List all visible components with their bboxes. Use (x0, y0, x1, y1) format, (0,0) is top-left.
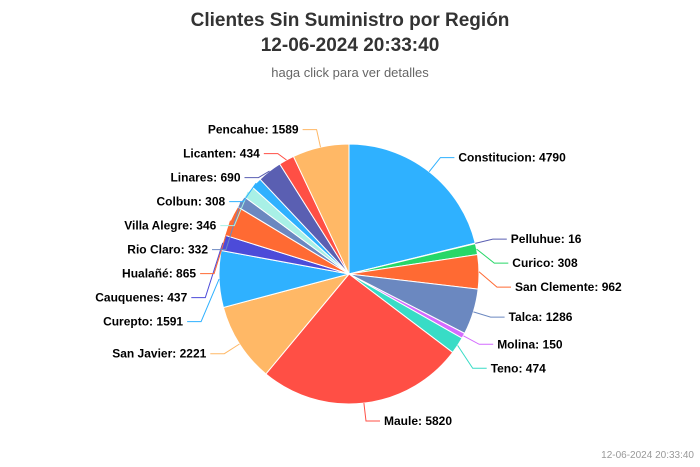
data-label-villa-alegre[interactable]: Villa Alegre: 346 (124, 219, 216, 233)
connector-line-linares (244, 170, 270, 179)
data-label-cauquenes[interactable]: Cauquenes: 437 (95, 291, 187, 305)
chart-subtitle: haga click para ver detalles (271, 65, 429, 80)
data-label-constitucion[interactable]: Constitucion: 4790 (458, 151, 566, 165)
data-label-san-javier[interactable]: San Javier: 2221 (112, 347, 206, 361)
data-label-pencahue[interactable]: Pencahue: 1589 (208, 123, 299, 137)
pie-slice-maule[interactable] (265, 273, 454, 405)
connector-line-colbun (229, 182, 257, 203)
connector-line-hualane (200, 220, 231, 275)
data-label-maule[interactable]: Maule: 5820 (384, 414, 452, 428)
connector-line-san-clemente (478, 271, 511, 288)
data-label-talca[interactable]: Talca: 1286 (509, 310, 573, 324)
connector-line-talca (473, 311, 505, 318)
data-label-pelluhue[interactable]: Pelluhue: 16 (511, 232, 582, 246)
connector-line-san-javier (210, 343, 240, 355)
pie-slice-constitucion[interactable] (348, 143, 476, 275)
data-label-linares[interactable]: Linares: 690 (170, 171, 240, 185)
footer-timestamp: 12-06-2024 20:33:40 (601, 450, 694, 461)
connector-line-molina (463, 335, 494, 345)
connector-line-pelluhue (475, 238, 507, 244)
connector-line-pencahue (302, 129, 321, 148)
connector-line-maule (363, 403, 380, 422)
chart-timestamp-title: 12-06-2024 20:33:40 (260, 35, 440, 56)
data-label-rio-claro[interactable]: Rio Claro: 332 (127, 243, 208, 257)
data-label-licanten[interactable]: Licanten: 434 (183, 147, 260, 161)
data-label-molina[interactable]: Molina: 150 (497, 337, 563, 351)
connector-line-constitucion (428, 157, 455, 173)
pie-slice-pencahue[interactable] (292, 143, 350, 275)
chart-title: Clientes Sin Suministro por Región (190, 10, 510, 31)
data-label-colbun[interactable]: Colbun: 308 (157, 195, 226, 209)
connector-line-licanten (263, 153, 287, 161)
connector-line-cauquenes (191, 242, 224, 299)
data-label-curico[interactable]: Curico: 308 (512, 256, 578, 270)
connector-line-curepto (187, 278, 220, 323)
data-label-hualane[interactable]: Hualañé: 865 (122, 267, 196, 281)
connector-line-rio-claro (212, 201, 242, 251)
data-label-curepto[interactable]: Curepto: 1591 (103, 315, 183, 329)
connector-line-teno (457, 345, 487, 369)
data-label-teno[interactable]: Teno: 474 (491, 361, 546, 375)
data-label-san-clemente[interactable]: San Clemente: 962 (515, 280, 622, 294)
connector-line-villa-alegre (220, 191, 249, 227)
pie-slice-san-javier[interactable] (222, 273, 351, 375)
connector-line-curico (476, 248, 509, 264)
